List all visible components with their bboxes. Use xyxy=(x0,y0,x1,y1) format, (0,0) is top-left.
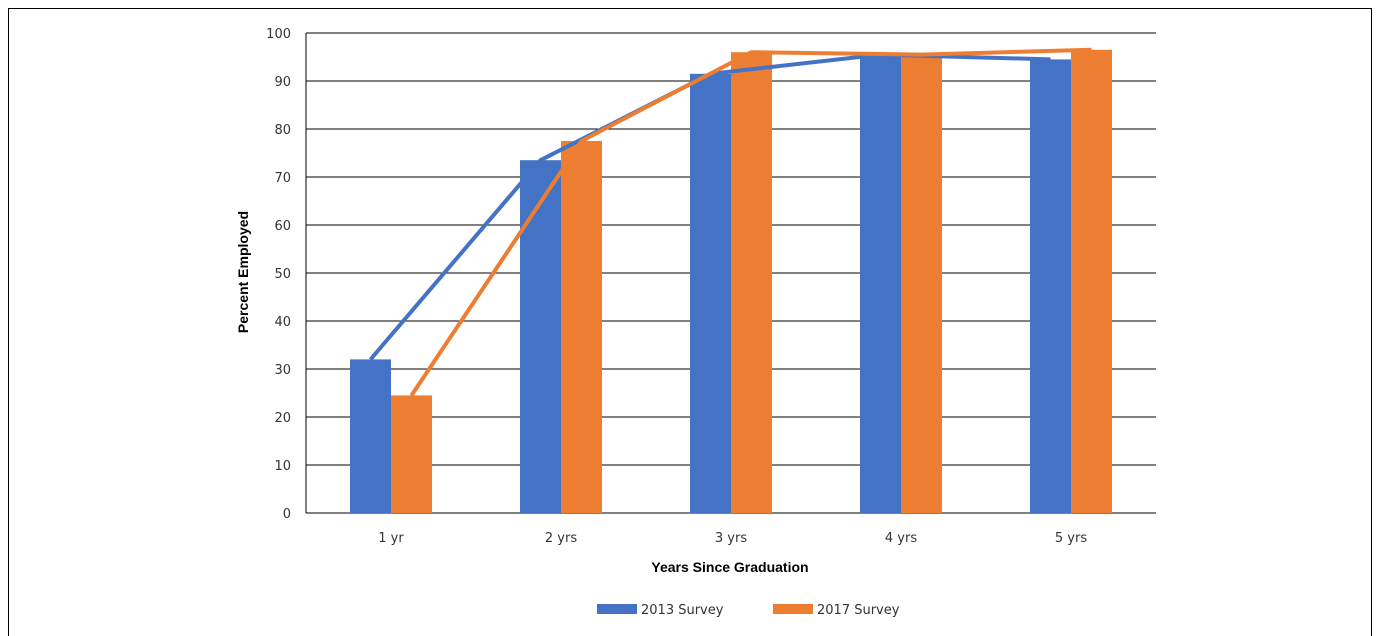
legend-swatch xyxy=(597,604,637,614)
x-tick-label: 4 yrs xyxy=(885,531,917,546)
bar-2013-survey xyxy=(350,359,391,513)
legend-label: 2017 Survey xyxy=(817,603,900,618)
y-axis-title: Percent Employed xyxy=(235,211,251,333)
y-tick-label: 20 xyxy=(274,411,291,426)
y-tick-label: 80 xyxy=(274,123,291,138)
x-tick-label: 2 yrs xyxy=(545,531,577,546)
x-tick-label: 3 yrs xyxy=(715,531,747,546)
x-axis-ticks: 1 yr 2 yrs 3 yrs 4 yrs 5 yrs xyxy=(378,531,1087,546)
y-tick-label: 0 xyxy=(283,507,291,522)
line-2017-survey xyxy=(409,47,1092,397)
y-tick-label: 10 xyxy=(274,459,291,474)
bar-2013-survey xyxy=(1030,59,1071,514)
bar-2017-survey xyxy=(1071,49,1112,514)
y-tick-label: 90 xyxy=(274,75,291,90)
bar-2013-survey xyxy=(690,73,731,514)
legend-swatch xyxy=(773,604,813,614)
x-tick-label: 1 yr xyxy=(378,531,404,546)
bar-2017-survey xyxy=(731,52,772,513)
bar-2017-survey xyxy=(561,141,602,513)
x-axis-title: Years Since Graduation xyxy=(651,559,808,575)
y-tick-label: 30 xyxy=(274,363,291,378)
bar-2013-survey xyxy=(860,54,901,513)
bar-2017-survey xyxy=(391,395,432,513)
y-axis-ticks: 0 10 20 30 40 50 60 70 80 90 100 xyxy=(266,27,291,522)
y-tick-label: 100 xyxy=(266,27,291,42)
legend-label: 2013 Survey xyxy=(641,603,724,618)
bar-2013-survey xyxy=(520,160,561,513)
legend: 2013 Survey 2017 Survey xyxy=(597,603,900,618)
trend-lines xyxy=(368,47,1092,397)
y-tick-label: 50 xyxy=(274,267,291,282)
y-tick-label: 70 xyxy=(274,171,291,186)
bars xyxy=(350,49,1112,514)
bar-2017-survey xyxy=(901,54,942,513)
y-tick-label: 60 xyxy=(274,219,291,234)
x-tick-label: 5 yrs xyxy=(1055,531,1087,546)
y-tick-label: 40 xyxy=(274,315,291,330)
